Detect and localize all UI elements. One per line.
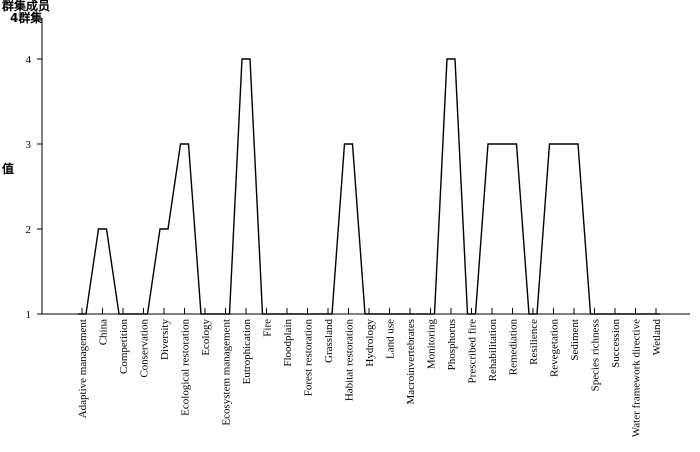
- data-point: [409, 313, 411, 315]
- y-tick-label-3: 3: [26, 139, 32, 151]
- x-tick-label: Grassland: [323, 319, 335, 363]
- data-point: [552, 143, 555, 145]
- data-point: [511, 143, 514, 145]
- x-tick-label: Land use: [385, 319, 397, 359]
- x-ticks: Adaptive management China Competition Conse…: [77, 308, 663, 437]
- data-point: [122, 313, 124, 315]
- y-tick-label-1: 1: [26, 309, 32, 321]
- legend-entry: 4群集: [10, 11, 43, 25]
- x-tick-label: Fire: [262, 319, 274, 337]
- y-tick-label-4: 4: [26, 54, 32, 66]
- data-point: [593, 313, 596, 315]
- x-tick-label: Monitoring: [426, 319, 438, 370]
- x-tick-label: Diversity: [159, 319, 171, 360]
- data-point: [306, 313, 309, 315]
- x-tick-label: Adaptive management: [77, 319, 89, 418]
- data-point: [265, 313, 268, 315]
- x-tick-label: Ecology: [200, 319, 212, 356]
- x-tick-label: Hydrology: [364, 319, 376, 367]
- x-tick-label: Wetland: [651, 319, 663, 356]
- legend-title: 群集成员: [2, 0, 51, 13]
- x-tick-label: Eutrophication: [241, 319, 253, 385]
- y-axis-label: 值: [2, 162, 15, 176]
- data-point: [224, 313, 227, 315]
- data-point: [388, 313, 391, 315]
- data-point: [368, 313, 370, 315]
- data-point: [634, 313, 637, 315]
- series-layer: [78, 58, 660, 315]
- data-point: [245, 58, 247, 60]
- data-point: [491, 143, 493, 145]
- x-tick-label: Macroinvertebrates: [405, 319, 417, 405]
- data-point: [101, 228, 104, 230]
- x-tick-label: Water framework directive: [631, 319, 643, 437]
- x-tick-label: Sediment: [569, 319, 581, 361]
- data-point: [204, 313, 206, 315]
- data-point: [429, 313, 432, 315]
- data-point: [81, 313, 83, 315]
- x-tick-label: Remediation: [508, 319, 520, 376]
- series-line: [78, 58, 660, 315]
- data-point: [470, 313, 473, 315]
- data-point: [450, 58, 452, 60]
- data-point: [183, 143, 186, 145]
- data-point: [655, 313, 657, 315]
- data-point: [614, 313, 616, 315]
- data-point: [327, 313, 329, 315]
- x-tick-label: Species richness: [590, 319, 602, 391]
- x-tick-label: Prescribed fire: [467, 319, 479, 384]
- x-tick-label: Phosphorus: [446, 319, 458, 370]
- x-tick-label: China: [98, 319, 110, 345]
- x-tick-label: Ecosystem management: [221, 319, 233, 426]
- data-point: [573, 143, 575, 145]
- data-point: [142, 313, 145, 315]
- data-point: [532, 313, 534, 315]
- x-tick-label: Rehabilitation: [487, 319, 499, 382]
- x-tick-label: Ecological restoration: [180, 319, 192, 416]
- x-tick-label: Succession: [610, 319, 622, 368]
- data-point: [286, 313, 288, 315]
- x-tick-label: Habitat restoration: [344, 319, 356, 402]
- y-tick-label-2: 2: [26, 224, 32, 236]
- x-tick-label: Resilience: [528, 319, 540, 365]
- data-point: [347, 143, 350, 145]
- x-tick-label: Competition: [118, 319, 130, 375]
- x-tick-label: Revegetation: [549, 319, 561, 378]
- data-point: [163, 228, 165, 230]
- x-tick-label: Floodplain: [282, 319, 294, 367]
- x-tick-label: Forest restoration: [303, 319, 315, 397]
- x-tick-label: Conservation: [139, 319, 151, 378]
- y-ticks: 1 2 3 4: [26, 54, 42, 321]
